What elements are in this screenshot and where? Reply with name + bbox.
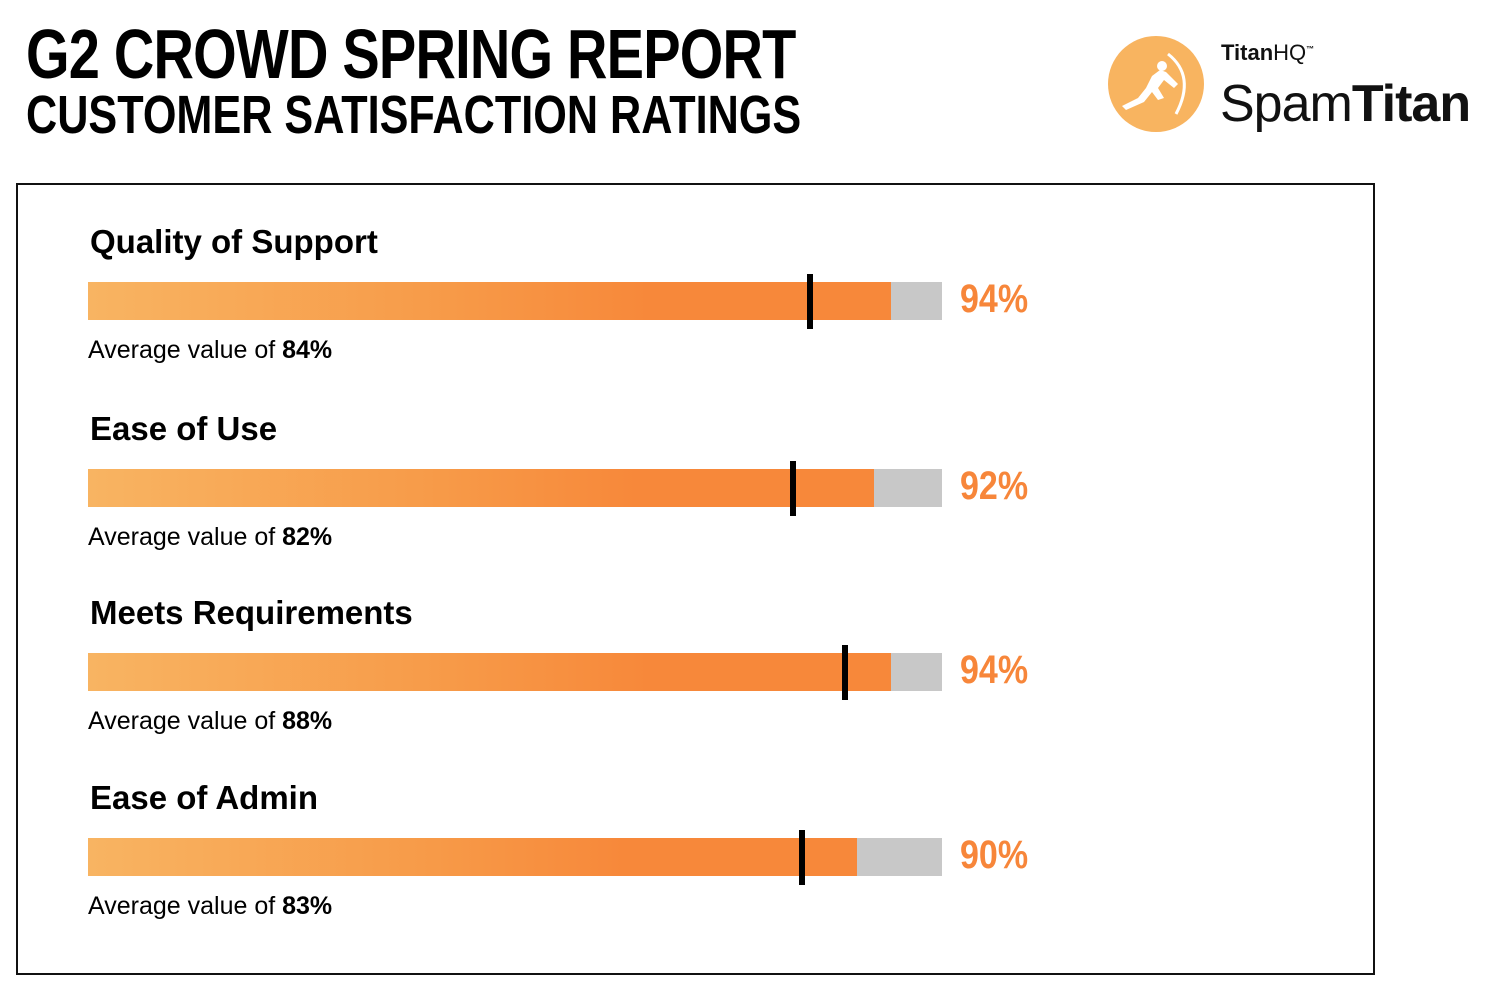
average-value: 82%: [282, 523, 333, 551]
value-label: 94%: [960, 648, 1029, 692]
average-prefix: Average value of: [88, 892, 283, 920]
average-text: Average value of 82%: [88, 523, 332, 552]
bar-track: [88, 645, 942, 700]
value-label: 92%: [960, 464, 1029, 508]
bar-fill: [88, 653, 891, 691]
average-value: 83%: [282, 892, 333, 920]
bar-fill: [88, 282, 891, 320]
average-marker: [841, 645, 848, 700]
average-text: Average value of 88%: [88, 707, 332, 736]
spamtitan-logo: TitanHQ™ SpamTitan: [1108, 36, 1478, 136]
bar-track: [88, 274, 942, 329]
bar-track: [88, 830, 942, 885]
bullet-row: Meets Requirements 94% Average value of 88…: [18, 556, 1373, 736]
bar-fill: [88, 469, 874, 507]
average-prefix: Average value of: [88, 336, 283, 364]
report-title: G2 CROWD SPRING REPORT: [26, 15, 796, 93]
bar-track: [88, 461, 942, 516]
average-marker: [798, 830, 805, 885]
average-value: 88%: [282, 707, 333, 735]
category-label: Quality of Support: [90, 223, 378, 260]
average-text: Average value of 84%: [88, 336, 332, 365]
bar-fill: [88, 838, 857, 876]
average-prefix: Average value of: [88, 707, 283, 735]
bullet-row: Ease of Use 92% Average value of 82%: [18, 372, 1373, 552]
bullet-row: Quality of Support 94% Average value of 84…: [18, 185, 1373, 365]
average-text: Average value of 83%: [88, 892, 332, 921]
titanhq-wordmark: TitanHQ™: [1221, 40, 1315, 65]
report-subtitle: CUSTOMER SATISFACTION RATINGS: [26, 85, 802, 145]
average-value: 84%: [282, 336, 333, 364]
category-label: Ease of Use: [90, 410, 278, 447]
chart-panel: Quality of Support 94% Average value of 84…: [16, 183, 1375, 975]
category-label: Ease of Admin: [90, 779, 318, 816]
titan-figure-icon: [1108, 36, 1204, 132]
spamtitan-wordmark: SpamTitan: [1220, 75, 1471, 133]
bullet-row: Ease of Admin 90% Average value of 83%: [18, 741, 1373, 921]
average-marker: [790, 461, 797, 516]
value-label: 94%: [960, 277, 1029, 321]
average-prefix: Average value of: [88, 523, 283, 551]
average-marker: [807, 274, 814, 329]
value-label: 90%: [960, 833, 1029, 877]
category-label: Meets Requirements: [90, 594, 413, 631]
